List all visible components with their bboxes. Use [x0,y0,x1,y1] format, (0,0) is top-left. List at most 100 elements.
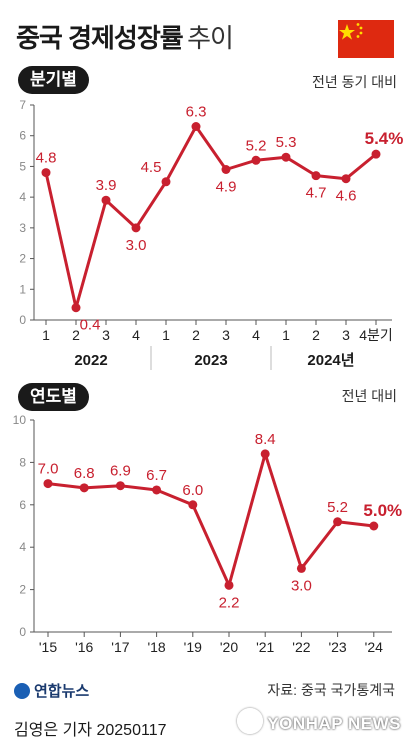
data-point [369,521,379,531]
quarterly-badge: 분기별 [18,66,89,94]
data-label: 6.0 [182,482,203,499]
data-point [224,580,234,590]
x-tick-label: '24 [365,639,383,655]
byline: 김영은 기자 20250117 [14,722,167,739]
data-label: 3.9 [96,177,117,194]
data-label: 8.4 [255,431,276,448]
data-label: 6.9 [110,463,131,480]
data-label: 3.0 [126,237,147,254]
title-sub: 추이 [187,23,234,53]
data-point [188,500,198,510]
y-tick-label: 0 [19,313,26,327]
data-point [71,303,81,313]
year-group-label: 2022 [74,352,107,369]
data-point [131,223,141,233]
y-tick-label: 1 [19,282,26,296]
chart-title: 중국 경제성장률 추이 [16,18,234,55]
data-label: 5.4% [365,129,404,148]
watermark: YONHAP NEWS [237,708,401,734]
annual-growth-chart: 0 2 4 6 8 10 '15 '16 '17 '18 '19 '20 '21 '22 '23 '24 7.0… [13,413,403,655]
data-label: 6.3 [186,104,207,121]
x-tick-label: 4 [132,327,140,343]
x-tick-label: 1 [42,327,50,343]
data-label: 7.0 [38,461,59,478]
x-tick-label: 4분기 [359,327,393,343]
data-point [371,149,381,159]
data-point [281,152,291,162]
data-label: 4.9 [216,179,237,196]
data-point [260,449,270,459]
y-tick-label: 2 [19,252,26,266]
data-label: 4.5 [141,159,162,176]
quarterly-growth-chart: 0 1 2 3 4 5 6 7 1 2 3 4 1 2 3 4 1 2 3 4분기 4.8 0.4 3.9 3.0 4.5 6.3… [19,98,404,370]
series-line [44,125,377,310]
year-group-label: 2023 [194,352,227,369]
china-flag-icon [338,20,394,58]
data-point [41,168,51,178]
data-label: 5.2 [327,499,348,516]
x-tick-label: 1 [162,327,170,343]
flag-svg [338,20,394,58]
y-tick-label: 4 [19,540,26,554]
y-tick-label: 8 [19,455,26,469]
x-tick-label: 1 [282,327,290,343]
data-point [43,479,53,489]
source-note: 자료: 중국 국가통계국 [267,682,395,698]
x-tick-label: '23 [328,639,346,655]
data-point [221,165,231,174]
x-tick-label: 2 [72,327,80,343]
data-label: 4.7 [306,185,327,202]
data-label: 6.7 [146,467,167,484]
x-tick-label: '15 [39,639,57,655]
data-label: 5.0% [363,501,402,520]
data-point [341,174,351,184]
x-tick-label: '18 [147,639,165,655]
y-tick-label: 5 [19,159,26,173]
data-point [101,195,111,205]
data-point [191,122,201,131]
y-tick-label: 6 [19,498,26,512]
y-tick-label: 3 [19,221,26,235]
annual-unit-label: 전년 대비 [341,388,397,404]
x-tick-label: '19 [184,639,202,655]
y-tick-label: 6 [19,129,26,143]
data-point [333,517,343,527]
x-tick-label: 3 [102,327,110,343]
watermark-icon [237,708,264,734]
data-point [311,171,321,181]
x-tick-label: 2 [192,327,200,343]
year-group-label: 2024년 [307,352,354,369]
data-point [152,485,162,495]
x-tick-label: '16 [75,639,93,655]
data-point [296,563,306,573]
logo-text: 연합뉴스 [34,683,90,700]
data-point [79,483,89,493]
y-tick-label: 10 [13,413,27,427]
watermark-text: YONHAP NEWS [267,714,401,733]
data-point [115,481,125,491]
y-tick-label: 0 [19,625,26,639]
x-tick-label: 2 [312,327,320,343]
x-tick-label: '20 [220,639,238,655]
data-label: 5.2 [246,137,267,154]
x-tick-label: '21 [256,639,274,655]
y-tick-label: 2 [19,583,26,597]
x-tick-label: '22 [292,639,310,655]
y-tick-label: 7 [19,98,26,112]
data-label: 3.0 [291,577,312,594]
yonhap-logo-icon [14,683,30,699]
quarterly-unit-label: 전년 동기 대비 [311,74,397,90]
annual-badge: 연도별 [18,383,89,411]
data-label: 5.3 [276,134,297,151]
series-line [47,452,374,587]
data-point [161,177,171,187]
data-label: 6.8 [74,465,95,482]
data-label: 2.2 [219,594,240,611]
y-tick-label: 4 [19,190,26,204]
x-tick-label: 4 [252,327,260,343]
yonhap-logo: 연합뉴스 [14,680,89,701]
data-label: 0.4 [80,317,101,334]
data-label: 4.6 [336,188,357,205]
x-tick-label: 3 [222,327,230,343]
title-main: 중국 경제성장률 [16,23,184,53]
